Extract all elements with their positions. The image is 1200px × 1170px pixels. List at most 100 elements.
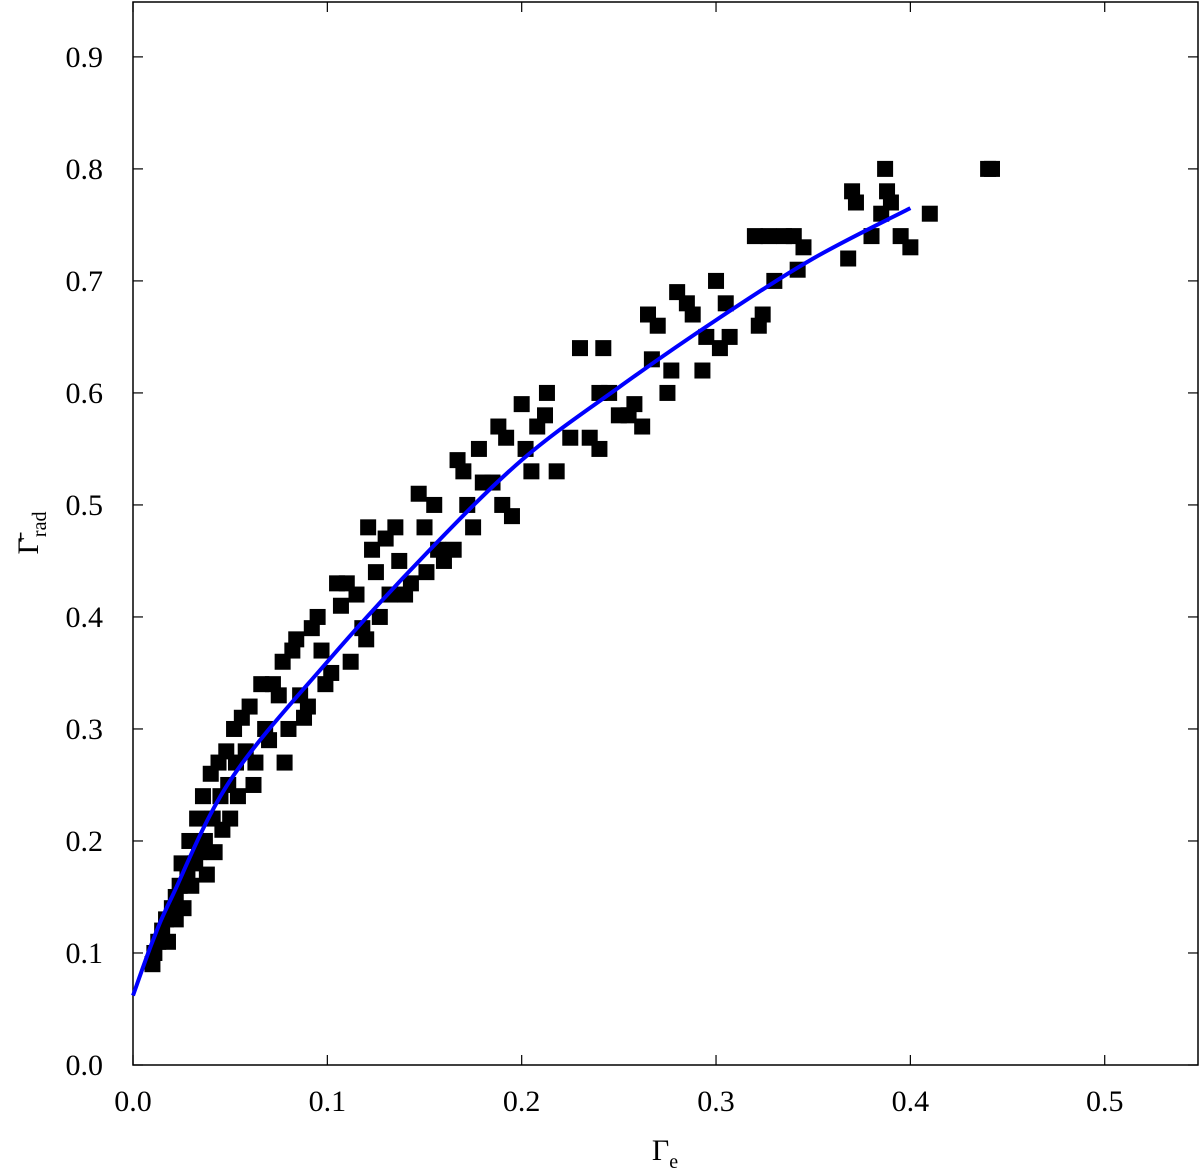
scatter-point xyxy=(280,720,297,737)
scatter-point xyxy=(309,608,326,625)
y-axis-label-main: Γ̄ xyxy=(12,532,45,554)
y-axis-label-sub: rad xyxy=(29,512,51,538)
x-tick-label: 0.3 xyxy=(697,1085,735,1118)
y-tick-label: 0.4 xyxy=(66,601,104,634)
scatter-point xyxy=(159,933,176,950)
scatter-point xyxy=(358,631,375,648)
scatter-point xyxy=(241,698,258,715)
scatter-point xyxy=(537,407,554,424)
scatter-point xyxy=(402,575,419,592)
scatter-point xyxy=(571,340,588,357)
scatter-point xyxy=(288,631,305,648)
scatter-point xyxy=(847,194,864,211)
scatter-point xyxy=(717,295,734,312)
plot-frame xyxy=(132,1,1199,1066)
scatter-point xyxy=(708,272,725,289)
scatter-point xyxy=(548,463,565,480)
scatter-point xyxy=(562,429,579,446)
scatter-point xyxy=(418,564,435,581)
scatter-point xyxy=(538,384,555,401)
scatter-point xyxy=(360,519,377,536)
x-tick-label: 0.0 xyxy=(114,1085,152,1118)
scatter-point xyxy=(183,877,200,894)
scatter-point xyxy=(921,205,938,222)
scatter-point xyxy=(591,440,608,457)
scatter-point xyxy=(194,788,211,805)
x-tick-label: 0.4 xyxy=(892,1085,930,1118)
scatter-point xyxy=(902,239,919,256)
y-tick-label: 0.5 xyxy=(66,489,104,522)
y-tick-label: 0.1 xyxy=(66,937,104,970)
x-axis-label-sub: e xyxy=(669,1151,678,1170)
y-tick-label: 0.0 xyxy=(66,1049,104,1082)
scatter-point xyxy=(498,429,515,446)
scatter-point xyxy=(795,239,812,256)
y-tick-label: 0.3 xyxy=(66,713,104,746)
scatter-point xyxy=(684,306,701,323)
scatter-point xyxy=(626,396,643,413)
scatter-point xyxy=(245,776,262,793)
x-tick-label: 0.5 xyxy=(1086,1085,1124,1118)
y-tick-label: 0.2 xyxy=(66,825,104,858)
scatter-point xyxy=(882,194,899,211)
scatter-point xyxy=(760,228,777,245)
scatter-point xyxy=(663,362,680,379)
scatter-point xyxy=(754,306,771,323)
scatter-point xyxy=(270,687,287,704)
y-axis-label: Γ̄rad xyxy=(12,512,51,555)
scatter-point xyxy=(840,250,857,267)
scatter-point xyxy=(367,564,384,581)
scatter-point xyxy=(513,396,530,413)
x-tick-label: 0.2 xyxy=(503,1085,541,1118)
scatter-point xyxy=(276,754,293,771)
scatter-point xyxy=(364,541,381,558)
scatter-point xyxy=(198,866,215,883)
scatter-point xyxy=(426,496,443,513)
scatter-point xyxy=(659,384,676,401)
scatter-point xyxy=(332,597,349,614)
scatter-point xyxy=(371,608,388,625)
scatter-point xyxy=(391,552,408,569)
scatter-point xyxy=(465,519,482,536)
scatter-point xyxy=(189,810,206,827)
scatter-point xyxy=(694,362,711,379)
scatter-point xyxy=(523,463,540,480)
scatter-point xyxy=(863,228,880,245)
scatter-point xyxy=(206,844,223,861)
scatter-point xyxy=(746,228,763,245)
scatter-point xyxy=(348,586,365,603)
y-tick-label: 0.9 xyxy=(66,41,104,74)
scatter-point xyxy=(416,519,433,536)
scatter-point xyxy=(445,541,462,558)
scatter-point xyxy=(484,474,501,491)
scatter-point xyxy=(503,508,520,525)
scatter-point xyxy=(222,810,239,827)
scatter-point xyxy=(983,160,1000,177)
y-tick-label: 0.7 xyxy=(66,265,104,298)
scatter-point xyxy=(649,317,666,334)
y-tick-label: 0.6 xyxy=(66,377,104,410)
scatter-point xyxy=(342,653,359,670)
y-tick-label: 0.8 xyxy=(66,153,104,186)
x-tick-label: 0.1 xyxy=(309,1085,347,1118)
scatter-point xyxy=(229,788,246,805)
scatter-point xyxy=(455,463,472,480)
scatter-point xyxy=(299,698,316,715)
scatter-point xyxy=(410,485,427,502)
scatter-point xyxy=(721,328,738,345)
scatter-point xyxy=(175,900,192,917)
scatter-point xyxy=(470,440,487,457)
scatter-point xyxy=(313,642,330,659)
scatter-point xyxy=(698,328,715,345)
scatter-point xyxy=(595,340,612,357)
scatter-point xyxy=(247,754,264,771)
x-axis-label-main: Γ xyxy=(652,1134,669,1167)
scatter-point xyxy=(387,519,404,536)
fit-line xyxy=(131,206,912,997)
x-axis-label: Γe xyxy=(652,1134,678,1170)
scatter-point xyxy=(323,664,340,681)
scatter-point xyxy=(634,418,651,435)
scatter-point xyxy=(877,160,894,177)
